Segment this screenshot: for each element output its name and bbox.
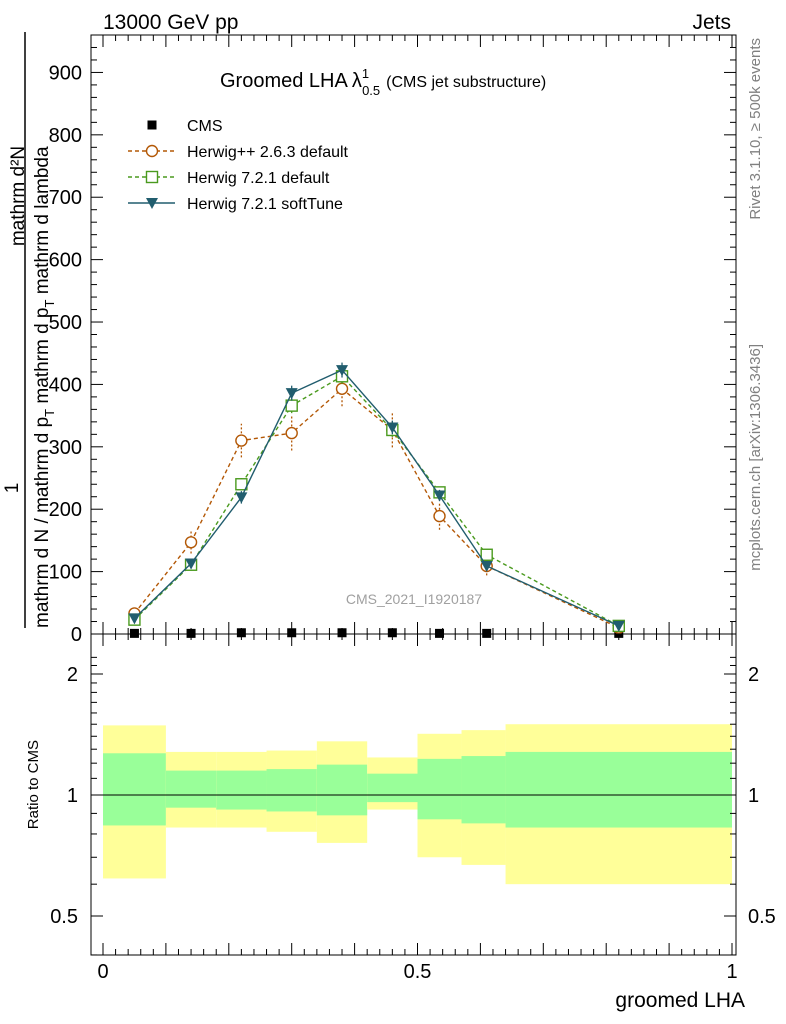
legend: CMS Herwig++ 2.6.3 default Herwig 7.2.1 de… xyxy=(128,118,349,213)
legend-entry: Herwig 7.2.1 default xyxy=(128,170,330,187)
plot-title-sup: 1 xyxy=(362,66,369,81)
y-tick-label: 900 xyxy=(49,62,82,84)
data-point xyxy=(184,536,198,549)
y-tick-label: 700 xyxy=(49,187,82,209)
data-point xyxy=(480,560,493,572)
y-label-denom-sub1: T xyxy=(42,409,57,417)
data-point xyxy=(129,628,139,638)
data-point xyxy=(287,628,297,638)
plot-title-sub: 0.5 xyxy=(362,83,380,98)
plot-title-text: Groomed LHA xyxy=(220,70,348,92)
data-point xyxy=(433,490,446,502)
ratio-y-tick-label-right: 0.5 xyxy=(748,906,776,928)
ratio-bands xyxy=(103,724,732,885)
data-point xyxy=(435,628,445,638)
y-tick-label: 300 xyxy=(49,437,82,459)
legend-label: Herwig++ 2.6.3 default xyxy=(187,144,349,161)
side-label-top: Rivet 3.1.10, ≥ 500k events xyxy=(747,38,764,220)
ratio-band-green xyxy=(316,764,368,816)
legend-entry: CMS xyxy=(147,118,223,135)
ratio-band-green xyxy=(505,751,732,828)
main-plot-panel: 0 100 200 300 400 500 600 700 800 900 Groomed LHA… xyxy=(2,32,737,646)
y-label-one: 1 xyxy=(2,483,23,494)
y-label-denominator: mathrm d N / mathrm d pT mathrm d pT mat… xyxy=(32,146,57,628)
data-point xyxy=(480,548,493,561)
y-label-denom-3: mathrm d lambda xyxy=(32,146,53,300)
data-point xyxy=(236,628,246,638)
header-left: 13000 GeV pp xyxy=(103,11,238,34)
legend-entry: Herwig++ 2.6.3 default xyxy=(128,144,349,161)
x-tick-label: 0.5 xyxy=(404,961,432,983)
ratio-band-green xyxy=(216,770,267,810)
y-tick-label: 100 xyxy=(49,562,82,584)
y-tick-label: 0 xyxy=(71,624,82,646)
legend-label: Herwig 7.2.1 softTune xyxy=(187,196,343,213)
ratio-band-green xyxy=(367,773,418,803)
series-herwig-7-2-1-softtune xyxy=(128,362,625,632)
series-line xyxy=(133,375,620,627)
ratio-plot-panel: 0.5 0.51 12 2 0 0.5 1 Ratio to CMS groomed LH… xyxy=(25,633,776,1012)
ratio-y-tick-label-right: 2 xyxy=(748,664,759,686)
data-point xyxy=(337,628,347,638)
data-point xyxy=(285,426,298,440)
main-y-label: mathrm d²N 1 mathrm d N / mathrm d pT ma… xyxy=(2,32,57,628)
data-point xyxy=(235,434,248,447)
ratio-band-green xyxy=(165,770,217,808)
data-point xyxy=(612,620,625,632)
data-point xyxy=(235,492,248,504)
ratio-y-tick-label: 2 xyxy=(67,664,78,686)
ratio-band-green xyxy=(461,756,506,824)
y-tick-label: 200 xyxy=(49,499,82,521)
header-right: Jets xyxy=(692,11,731,34)
data-point xyxy=(285,388,298,400)
y-label-numerator: mathrm d²N xyxy=(8,146,29,246)
data-point xyxy=(387,628,397,638)
data-point xyxy=(235,478,248,491)
legend-marker xyxy=(145,170,159,184)
plot-title: Groomed LHA λ1 0.5 (CMS jet substructure) xyxy=(220,66,546,98)
y-tick-label: 800 xyxy=(49,125,82,147)
side-label-bottom: mcplots.cern.ch [arXiv:1306.3436] xyxy=(747,344,764,571)
legend-entry: Herwig 7.2.1 softTune xyxy=(128,196,343,213)
ratio-x-axis: 0 0.5 1 xyxy=(97,634,738,983)
legend-label: Herwig 7.2.1 default xyxy=(187,170,330,187)
ratio-band-green xyxy=(103,753,166,826)
analysis-watermark: CMS_2021_I1920187 xyxy=(346,591,482,607)
ratio-band-green xyxy=(266,769,317,812)
data-point xyxy=(185,558,198,570)
x-tick-label: 1 xyxy=(726,961,737,983)
legend-label: CMS xyxy=(187,118,223,135)
y-tick-label: 400 xyxy=(49,374,82,396)
ratio-y-tick-label-right: 1 xyxy=(748,785,759,807)
y-label-denom-1: mathrm d N / mathrm d p xyxy=(32,417,53,628)
y-label-denom-sub2: T xyxy=(42,300,57,308)
plot-subtitle: (CMS jet substructure) xyxy=(386,74,546,91)
ratio-y-label: Ratio to CMS xyxy=(25,740,42,829)
ratio-y-tick-label: 1 xyxy=(67,785,78,807)
data-point xyxy=(335,382,349,395)
ratio-y-tick-label: 0.5 xyxy=(50,906,78,928)
legend-marker xyxy=(145,144,159,158)
plot-title-symbol: λ xyxy=(352,70,362,92)
ratio-band-green xyxy=(417,758,462,820)
legend-marker xyxy=(147,120,157,130)
data-point xyxy=(186,628,196,638)
ratio-y-axis: 0.5 0.5 1 1 2 2 xyxy=(50,656,776,956)
legend-marker xyxy=(146,198,158,209)
x-tick-label: 0 xyxy=(97,961,108,983)
main-y-axis: 0 100 200 300 400 500 600 700 800 900 xyxy=(49,46,736,646)
x-axis-label: groomed LHA xyxy=(615,989,745,1012)
data-point xyxy=(482,628,492,638)
data-point xyxy=(386,422,399,434)
y-tick-label: 600 xyxy=(49,250,82,272)
data-point xyxy=(336,365,349,377)
data-point xyxy=(128,613,141,625)
series-layer xyxy=(128,362,625,638)
y-tick-label: 500 xyxy=(49,312,82,334)
data-point xyxy=(433,509,446,523)
y-label-denom-2: mathrm d p xyxy=(32,308,53,409)
